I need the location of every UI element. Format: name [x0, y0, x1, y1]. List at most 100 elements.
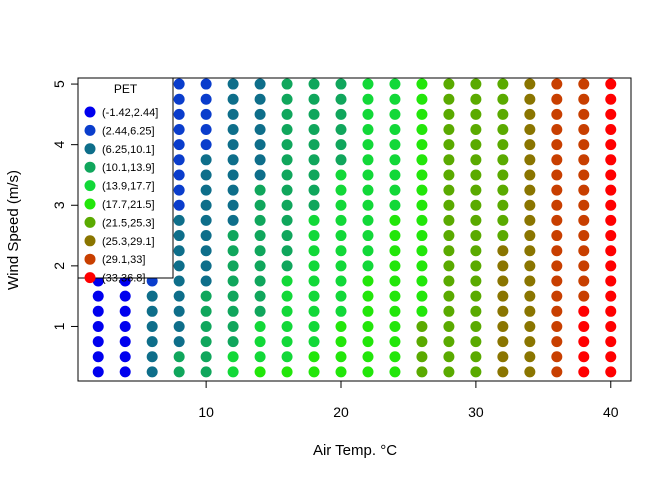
data-point	[281, 139, 293, 151]
data-point	[416, 366, 428, 378]
data-point	[389, 78, 401, 90]
data-point	[551, 93, 563, 105]
data-point	[227, 154, 239, 166]
data-point	[389, 290, 401, 302]
data-point	[308, 260, 320, 272]
data-point	[443, 169, 455, 181]
data-point	[308, 139, 320, 151]
data-point	[227, 93, 239, 105]
data-point	[524, 260, 536, 272]
legend-label: (6.25,10.1]	[102, 144, 155, 156]
data-point	[227, 108, 239, 120]
data-point	[470, 199, 482, 211]
legend-swatch	[84, 161, 96, 173]
data-point	[335, 214, 347, 226]
data-point	[497, 78, 509, 90]
data-point	[443, 320, 455, 332]
data-point	[308, 245, 320, 257]
data-point	[578, 78, 590, 90]
data-point	[362, 320, 374, 332]
data-point	[470, 169, 482, 181]
data-point	[470, 139, 482, 151]
data-point	[470, 320, 482, 332]
data-point	[470, 214, 482, 226]
data-point	[524, 230, 536, 242]
data-point	[551, 320, 563, 332]
data-point	[281, 154, 293, 166]
data-point	[443, 139, 455, 151]
x-tick-label: 20	[333, 404, 349, 420]
legend-item: (29.1,33]	[84, 253, 145, 266]
data-point	[281, 366, 293, 378]
data-point	[362, 184, 374, 196]
data-point	[605, 199, 617, 211]
legend-item: (10.1,13.9]	[84, 161, 155, 174]
data-point	[578, 351, 590, 363]
data-point	[281, 169, 293, 181]
legend-swatch	[84, 143, 96, 155]
data-point	[200, 351, 212, 363]
data-point	[578, 108, 590, 120]
data-point	[254, 275, 266, 287]
data-point	[92, 290, 104, 302]
data-point	[497, 275, 509, 287]
x-tick-label: 10	[198, 404, 214, 420]
data-point	[308, 199, 320, 211]
data-point	[281, 320, 293, 332]
data-point	[497, 199, 509, 211]
data-point	[416, 184, 428, 196]
data-point	[281, 230, 293, 242]
data-point	[416, 78, 428, 90]
data-point	[227, 351, 239, 363]
data-point	[497, 154, 509, 166]
legend-label: (25.3,29.1]	[102, 236, 155, 248]
data-point	[335, 184, 347, 196]
data-point	[92, 305, 104, 317]
data-point	[605, 320, 617, 332]
data-point	[254, 290, 266, 302]
data-point	[227, 139, 239, 151]
data-point	[470, 230, 482, 242]
data-point	[254, 78, 266, 90]
data-point	[470, 93, 482, 105]
data-point	[308, 169, 320, 181]
data-point	[605, 260, 617, 272]
data-point	[281, 78, 293, 90]
data-point	[497, 290, 509, 302]
data-point	[227, 366, 239, 378]
data-point	[443, 351, 455, 363]
data-point	[200, 214, 212, 226]
data-point	[389, 351, 401, 363]
data-point	[389, 245, 401, 257]
data-point	[308, 275, 320, 287]
x-axis: 10 20 30 40	[198, 380, 619, 420]
data-point	[308, 305, 320, 317]
data-point	[200, 290, 212, 302]
legend-item: (13.9,17.7]	[84, 180, 155, 193]
data-point	[524, 184, 536, 196]
data-point	[335, 245, 347, 257]
data-point	[308, 230, 320, 242]
data-point	[173, 245, 185, 257]
data-point	[470, 154, 482, 166]
data-point	[389, 154, 401, 166]
data-point	[146, 366, 158, 378]
data-point	[443, 366, 455, 378]
data-point	[227, 169, 239, 181]
data-point	[227, 275, 239, 287]
data-point	[470, 305, 482, 317]
data-point	[443, 78, 455, 90]
data-point	[578, 290, 590, 302]
legend-swatch	[84, 272, 96, 284]
data-point	[551, 245, 563, 257]
data-point	[416, 320, 428, 332]
data-point	[254, 336, 266, 348]
data-point	[524, 351, 536, 363]
data-point	[254, 214, 266, 226]
data-point	[92, 336, 104, 348]
data-point	[551, 184, 563, 196]
data-point	[92, 366, 104, 378]
data-point	[524, 275, 536, 287]
data-point	[443, 260, 455, 272]
data-point	[578, 260, 590, 272]
